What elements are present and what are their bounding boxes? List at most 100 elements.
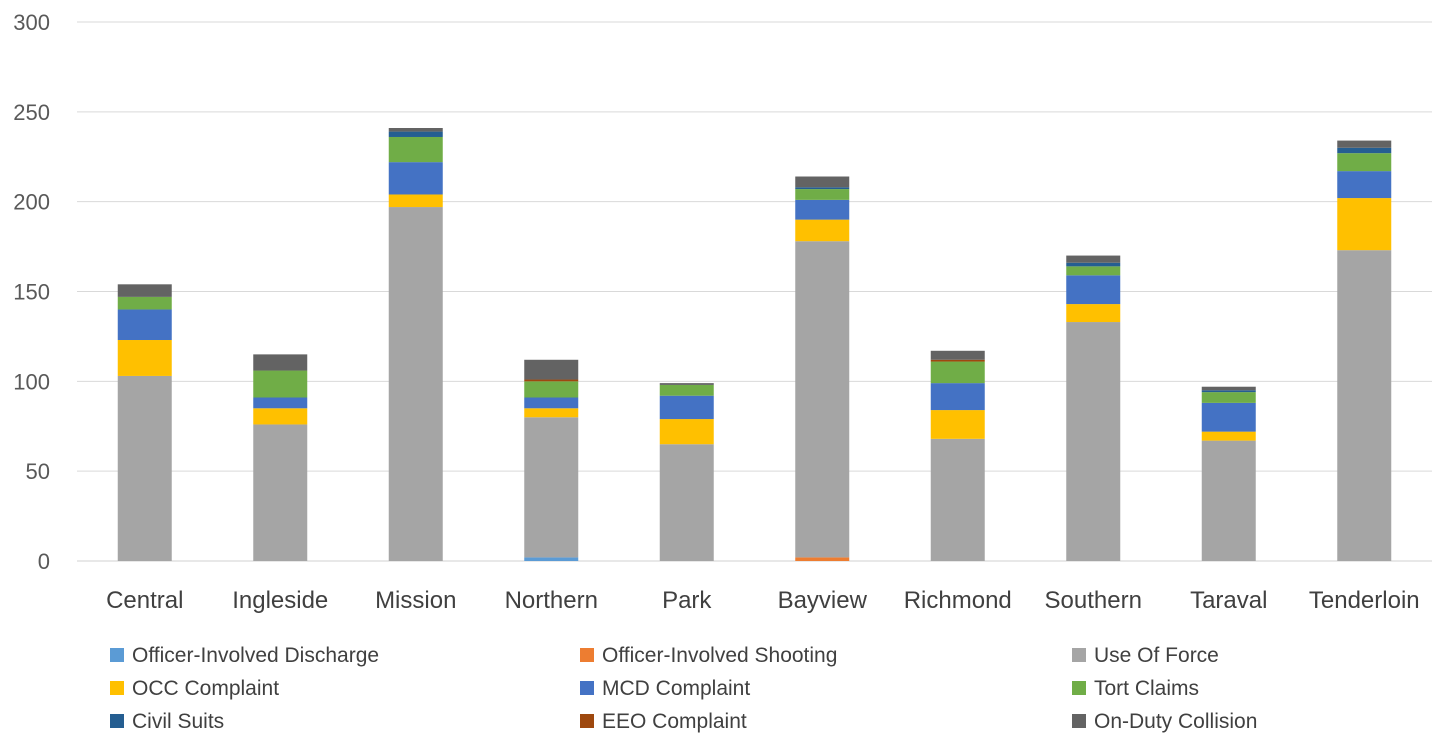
bar-park-tort-claims [659, 384, 714, 396]
bar-central-mcd-complaint [117, 309, 172, 341]
legend-swatch [580, 714, 594, 728]
x-category-label-taraval: Taraval [1190, 587, 1267, 614]
bar-central-on-duty-collision [117, 284, 172, 297]
bar-central-use-of-force [117, 375, 172, 561]
bar-bayview-officer-involved-shooting [795, 557, 850, 561]
bar-bayview-on-duty-collision [795, 176, 850, 188]
x-axis-category-labels: Central Ingleside Mission Northern Park Bayvi… [106, 587, 1420, 614]
legend-swatch [110, 714, 124, 728]
legend: Officer-Involved Discharge Officer-Involv… [110, 644, 1257, 733]
bar-mission-use-of-force [388, 207, 443, 561]
legend-item-officer-involved-discharge: Officer-Involved Discharge [110, 644, 379, 667]
x-category-label-ingleside: Ingleside [232, 587, 328, 614]
bar-tenderloin-tort-claims [1337, 153, 1392, 172]
bar-tenderloin-civil-suits [1337, 147, 1392, 154]
legend-label: Civil Suits [132, 710, 224, 733]
y-axis-tick-labels: 0 50 100 150 200 250 300 [13, 10, 50, 574]
y-tick-label-300: 300 [13, 10, 50, 35]
legend-item-civil-suits: Civil Suits [110, 710, 224, 733]
bar-central-tort-claims [117, 296, 172, 310]
y-tick-label-100: 100 [13, 369, 50, 394]
bar-southern-occ-complaint [1066, 304, 1121, 323]
bar-ingleside-use-of-force [253, 424, 308, 561]
bar-ingleside-tort-claims [253, 370, 308, 398]
x-category-label-park: Park [662, 587, 712, 614]
legend-label: Use Of Force [1094, 644, 1219, 667]
y-tick-label-50: 50 [26, 459, 50, 484]
bar-northern-eeo-complaint [524, 379, 579, 382]
x-category-label-bayview: Bayview [778, 587, 868, 614]
x-category-label-richmond: Richmond [904, 587, 1012, 614]
bar-richmond-eeo-complaint [930, 359, 985, 362]
y-tick-label-150: 150 [13, 280, 50, 305]
legend-label: OCC Complaint [132, 677, 279, 700]
bar-taraval-tort-claims [1201, 392, 1256, 403]
legend-item-mcd-complaint: MCD Complaint [580, 677, 750, 700]
bar-bayview-civil-suits [795, 187, 850, 190]
bar-mission-occ-complaint [388, 194, 443, 208]
bar-central-occ-complaint [117, 340, 172, 376]
bar-park-use-of-force [659, 444, 714, 561]
legend-label: MCD Complaint [602, 677, 750, 700]
bar-mission-mcd-complaint [388, 162, 443, 195]
bar-taraval-mcd-complaint [1201, 402, 1256, 432]
bar-mission-tort-claims [388, 136, 443, 163]
x-category-label-mission: Mission [375, 587, 456, 614]
bar-richmond-on-duty-collision [930, 350, 985, 360]
bar-mission-on-duty-collision [388, 128, 443, 132]
legend-label: Tort Claims [1094, 677, 1199, 700]
bar-bayview-occ-complaint [795, 219, 850, 242]
bar-taraval-civil-suits [1201, 390, 1256, 393]
legend-item-on-duty-collision: On-Duty Collision [1072, 710, 1257, 733]
legend-item-tort-claims: Tort Claims [1072, 677, 1199, 700]
legend-swatch [1072, 714, 1086, 728]
bar-bayview-tort-claims [795, 189, 850, 200]
legend-item-use-of-force: Use Of Force [1072, 644, 1219, 667]
bar-northern-officer-involved-discharge [524, 557, 579, 561]
y-tick-label-0: 0 [38, 549, 50, 574]
y-tick-label-250: 250 [13, 100, 50, 125]
bar-taraval-use-of-force [1201, 440, 1256, 561]
x-category-label-central: Central [106, 587, 183, 614]
bar-taraval-occ-complaint [1201, 431, 1256, 441]
bar-mission-civil-suits [388, 131, 443, 137]
bar-northern-use-of-force [524, 417, 579, 558]
bar-park-mcd-complaint [659, 395, 714, 420]
bar-park-on-duty-collision [659, 383, 714, 385]
bar-northern-mcd-complaint [524, 397, 579, 409]
x-category-label-tenderloin: Tenderloin [1309, 587, 1420, 614]
legend-swatch [580, 681, 594, 695]
legend-swatch [1072, 648, 1086, 662]
bar-tenderloin-use-of-force [1337, 250, 1392, 561]
bar-tenderloin-mcd-complaint [1337, 171, 1392, 199]
legend-label: EEO Complaint [602, 710, 747, 733]
legend-swatch [110, 681, 124, 695]
legend-label: On-Duty Collision [1094, 710, 1257, 733]
bar-bayview-use-of-force [795, 241, 850, 558]
legend-swatch [1072, 681, 1086, 695]
bar-northern-tort-claims [524, 381, 579, 398]
bar-richmond-tort-claims [930, 361, 985, 384]
bar-southern-civil-suits [1066, 262, 1121, 267]
bar-richmond-mcd-complaint [930, 383, 985, 411]
legend-item-occ-complaint: OCC Complaint [110, 677, 279, 700]
bar-northern-occ-complaint [524, 408, 579, 418]
bar-taraval-on-duty-collision [1201, 386, 1256, 391]
legend-item-eeo-complaint: EEO Complaint [580, 710, 747, 733]
bar-richmond-use-of-force [930, 438, 985, 561]
bar-park-occ-complaint [659, 419, 714, 445]
legend-label: Officer-Involved Shooting [602, 644, 837, 667]
bar-ingleside-occ-complaint [253, 408, 308, 425]
bar-southern-tort-claims [1066, 266, 1121, 276]
bar-ingleside-on-duty-collision [253, 354, 308, 371]
legend-label: Officer-Involved Discharge [132, 644, 379, 667]
legend-swatch [580, 648, 594, 662]
legend-item-officer-involved-shooting: Officer-Involved Shooting [580, 644, 837, 667]
bar-southern-mcd-complaint [1066, 275, 1121, 305]
bar-tenderloin-on-duty-collision [1337, 140, 1392, 148]
x-category-label-southern: Southern [1045, 587, 1142, 614]
bars [117, 128, 1392, 561]
bar-southern-on-duty-collision [1066, 255, 1121, 263]
